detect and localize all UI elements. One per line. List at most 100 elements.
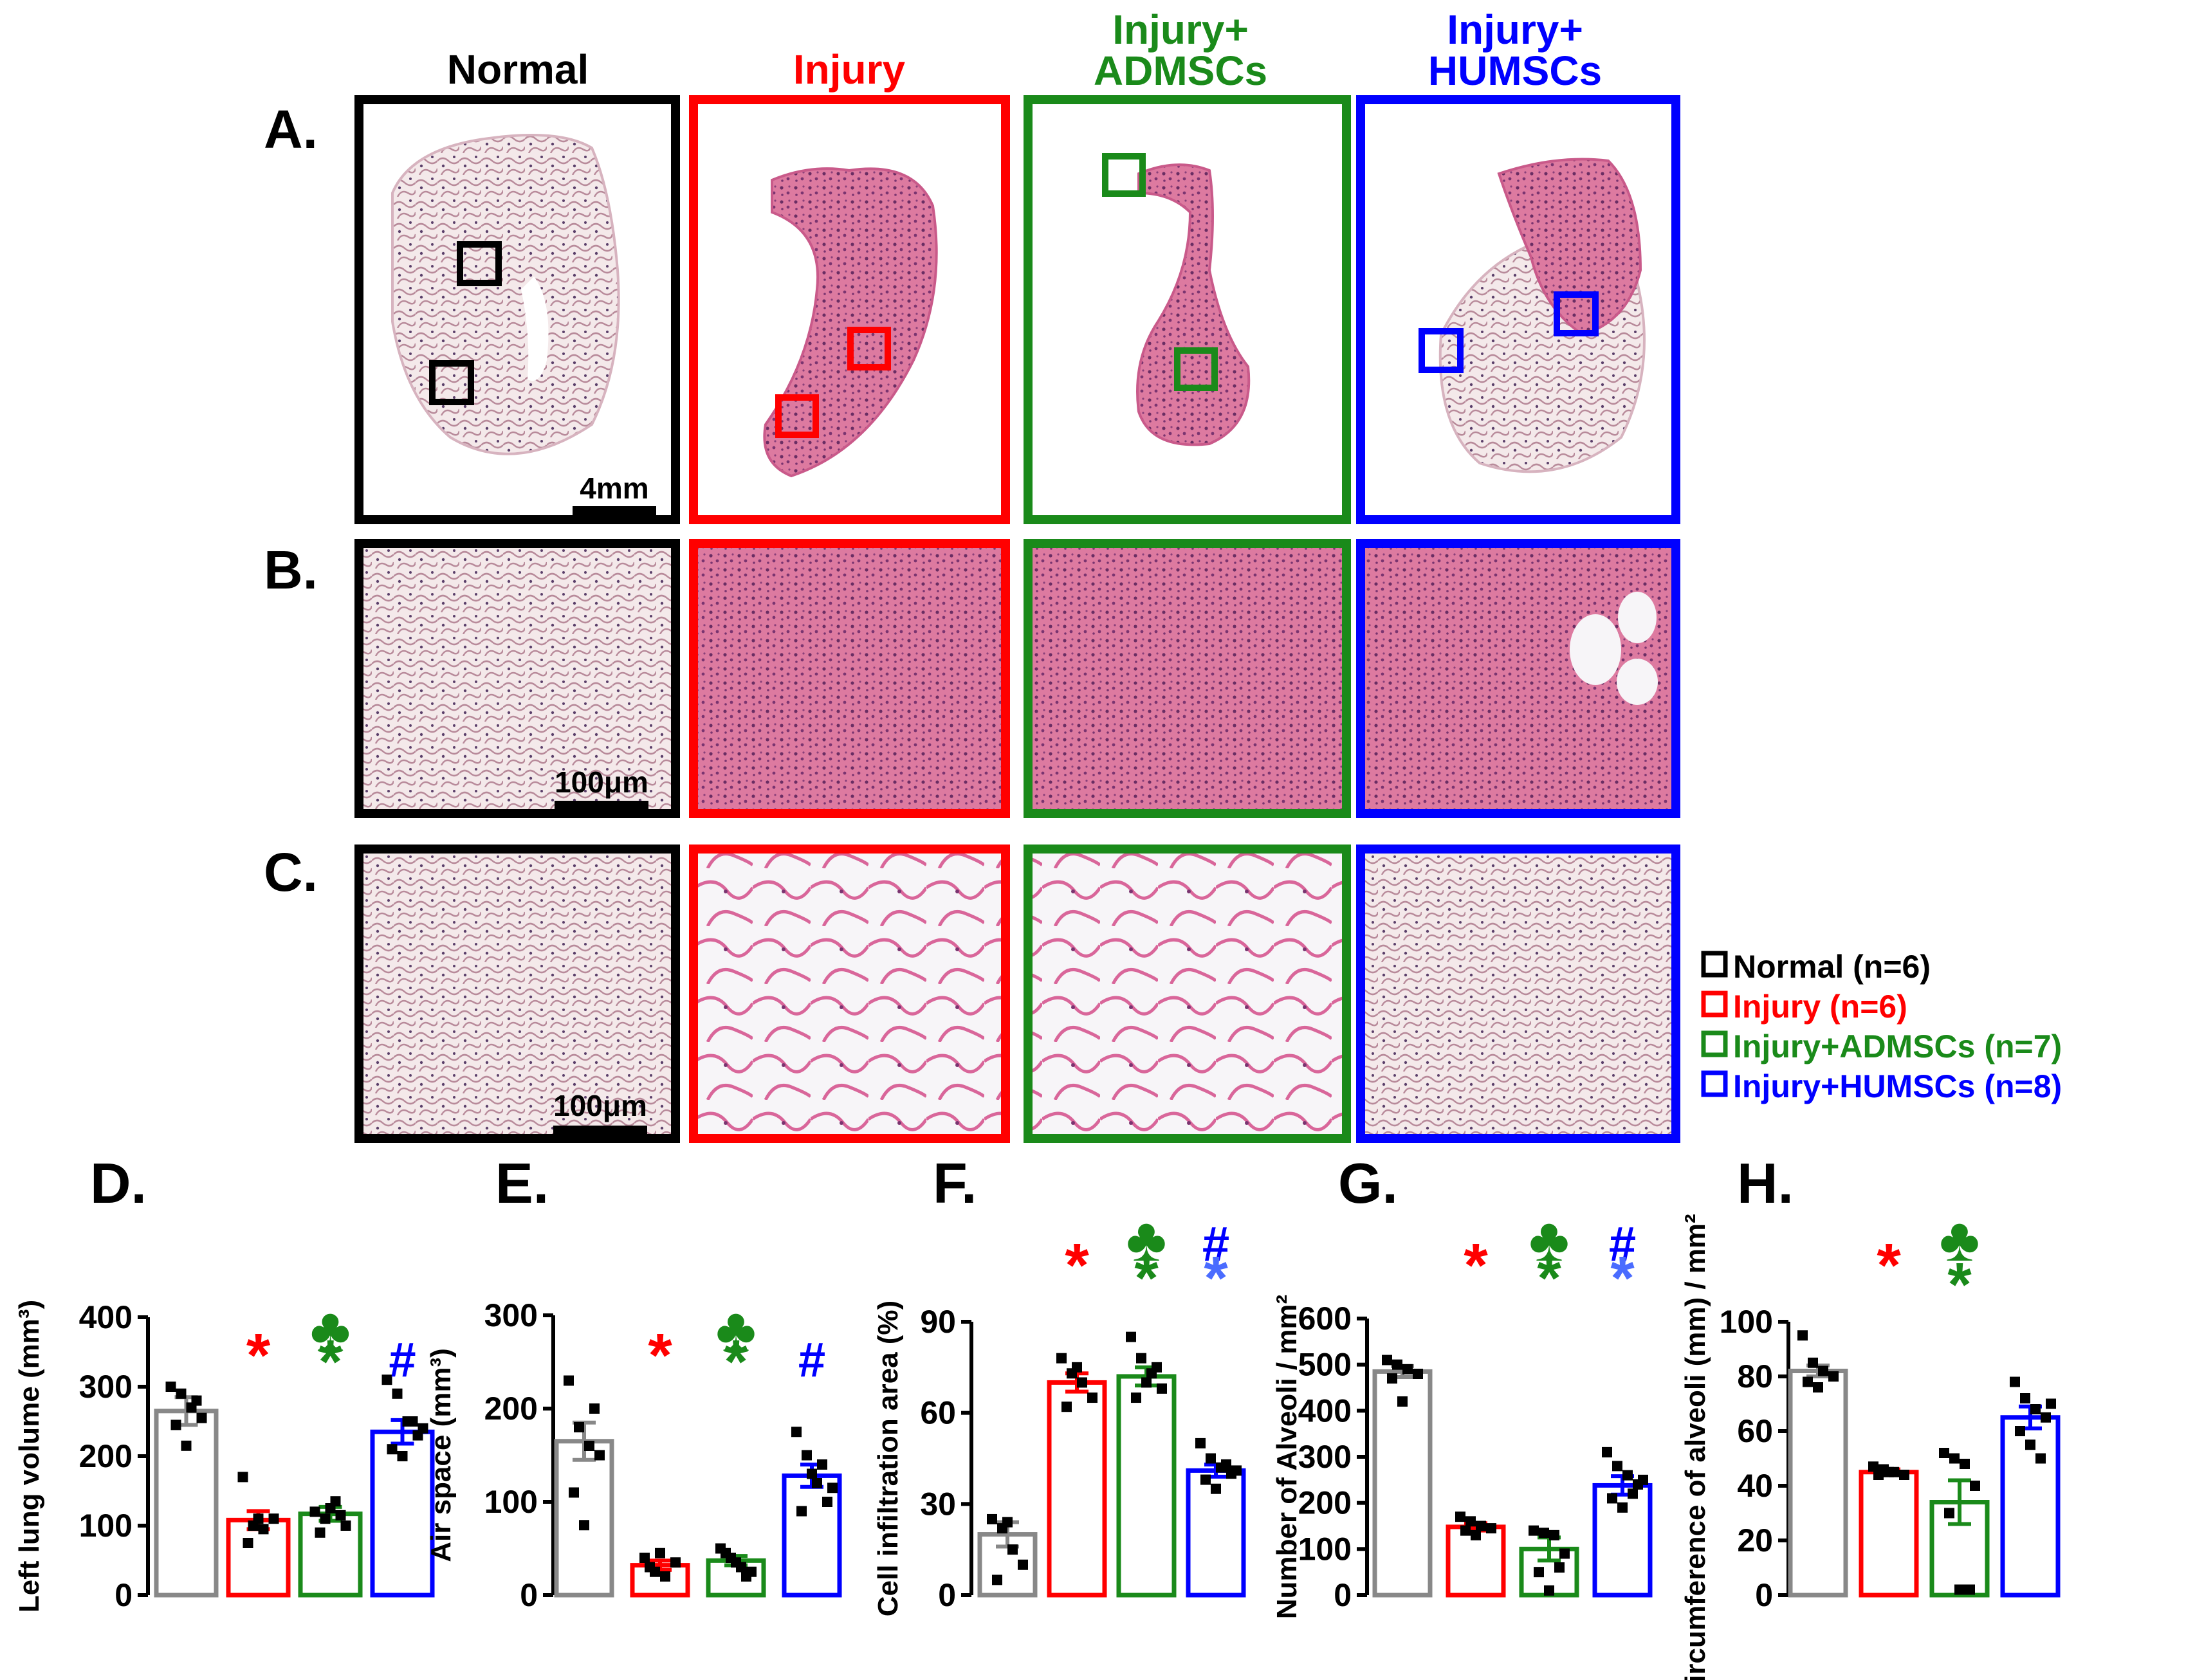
- data-point-admscs: [1965, 1584, 1975, 1595]
- y-tick-label: 30: [920, 1486, 956, 1522]
- data-point-normal: [594, 1450, 605, 1461]
- data-point-humscs: [807, 1468, 817, 1479]
- data-point-admscs: [1549, 1529, 1559, 1540]
- y-tick-label: 60: [1737, 1413, 1773, 1449]
- y-tick-label: 100: [79, 1508, 133, 1544]
- y-tick-label: 300: [79, 1369, 133, 1405]
- data-point-admscs: [1939, 1448, 1949, 1458]
- data-point-humscs: [1211, 1483, 1221, 1494]
- data-point-admscs: [721, 1548, 731, 1558]
- data-point-normal: [1813, 1382, 1823, 1392]
- data-point-admscs: [340, 1520, 351, 1531]
- significance-mark-humscs: #: [798, 1333, 825, 1387]
- y-tick-label: 100: [1298, 1531, 1352, 1567]
- row-b-panels: 100μm: [354, 539, 1680, 818]
- bar-humscs: [1592, 1483, 1653, 1598]
- data-point-humscs: [407, 1416, 418, 1427]
- data-point-humscs: [827, 1483, 838, 1493]
- data-point-injury: [1455, 1511, 1465, 1522]
- significance-mark-injury: *: [1464, 1231, 1488, 1300]
- data-point-injury: [268, 1513, 279, 1524]
- data-point-admscs: [1529, 1525, 1539, 1536]
- bar-injury: [1859, 1470, 1919, 1598]
- data-point-normal: [1803, 1376, 1813, 1387]
- data-point-normal: [196, 1412, 207, 1423]
- y-tick-label: 0: [520, 1577, 538, 1613]
- bar-injury: [1047, 1380, 1107, 1598]
- row-c-panels: 100μm: [354, 845, 1680, 1143]
- data-point-injury: [237, 1472, 248, 1483]
- data-point-humscs: [1206, 1453, 1216, 1464]
- data-point-humscs: [1195, 1438, 1206, 1448]
- bar-normal: [1788, 1369, 1848, 1598]
- panel-label: H.: [1737, 1151, 1794, 1215]
- data-point-injury: [1056, 1353, 1067, 1364]
- panel-b-normal: [354, 539, 680, 818]
- data-point-normal: [569, 1487, 579, 1498]
- data-point-admscs: [1131, 1392, 1141, 1403]
- data-point-admscs: [315, 1527, 326, 1538]
- row-label-b: B.: [264, 540, 318, 600]
- data-point-injury: [645, 1562, 655, 1573]
- significance-mark-admscs: *: [1537, 1244, 1561, 1313]
- data-point-humscs: [1612, 1461, 1622, 1472]
- y-tick-label: 400: [79, 1299, 133, 1335]
- significance-mark-injury: *: [648, 1321, 672, 1390]
- y-tick-label: 90: [920, 1304, 956, 1340]
- y-tick-label: 0: [1334, 1577, 1352, 1613]
- data-point-humscs: [791, 1427, 802, 1438]
- data-point-injury: [1460, 1525, 1471, 1536]
- data-point-humscs: [2020, 1393, 2030, 1403]
- data-point-humscs: [817, 1459, 827, 1470]
- data-point-injury: [660, 1571, 670, 1582]
- panel-label: G.: [1338, 1151, 1398, 1215]
- tissue-admscs: [1136, 163, 1251, 446]
- data-point-normal: [1808, 1357, 1818, 1368]
- significance-mark-injury: *: [1877, 1231, 1901, 1300]
- y-tick-label: 0: [1755, 1577, 1773, 1613]
- data-point-admscs: [1534, 1567, 1544, 1578]
- panel-label: F.: [933, 1151, 977, 1215]
- data-point-admscs: [741, 1571, 751, 1582]
- significance-mark-admscs: *: [724, 1328, 748, 1396]
- panel-label: D.: [90, 1151, 147, 1215]
- bar-humscs: [782, 1473, 842, 1598]
- data-point-admscs: [1152, 1362, 1162, 1373]
- column-title-admscs-line1: Injury+: [1112, 6, 1249, 53]
- data-point-injury: [1471, 1529, 1481, 1540]
- data-point-admscs: [1970, 1481, 1980, 1491]
- roi-box-injury-1: [847, 327, 891, 370]
- significance-mark-humscs: *: [1610, 1244, 1635, 1313]
- data-point-normal: [589, 1403, 600, 1414]
- data-point-humscs: [1231, 1465, 1242, 1476]
- y-tick-label: 80: [1737, 1358, 1773, 1394]
- column-title-injury: Injury: [793, 46, 906, 93]
- y-axis-label: Left lung volume (mm³): [14, 1300, 45, 1612]
- y-tick-label: 60: [920, 1395, 956, 1431]
- data-point-injury: [1899, 1470, 1909, 1480]
- roi-box-normal-1: [457, 241, 502, 286]
- data-point-admscs: [325, 1503, 336, 1513]
- data-point-humscs: [822, 1497, 832, 1507]
- y-axis-label: Air space (mm³): [425, 1348, 457, 1562]
- data-point-humscs: [1628, 1488, 1638, 1499]
- row-label-a: A.: [264, 99, 318, 160]
- legend-swatch-humscs: [1701, 1070, 1728, 1097]
- data-point-humscs: [1617, 1502, 1628, 1513]
- data-point-admscs: [320, 1513, 331, 1524]
- data-point-humscs: [2025, 1439, 2035, 1450]
- tissue-humscs-dense: [1497, 158, 1642, 336]
- significance-mark-humscs: #: [1202, 1217, 1229, 1272]
- data-point-admscs: [1141, 1377, 1152, 1388]
- data-point-humscs: [2041, 1412, 2051, 1423]
- significance-mark-admscs: *: [1947, 1250, 1972, 1319]
- data-point-normal: [176, 1388, 187, 1399]
- tissue-normal: [391, 134, 620, 455]
- data-point-normal: [987, 1513, 997, 1524]
- bar-normal: [154, 1409, 219, 1598]
- significance-mark-humscs: #: [1609, 1217, 1636, 1272]
- roi-box-injury-2: [775, 394, 819, 438]
- data-point-humscs: [2015, 1426, 2025, 1436]
